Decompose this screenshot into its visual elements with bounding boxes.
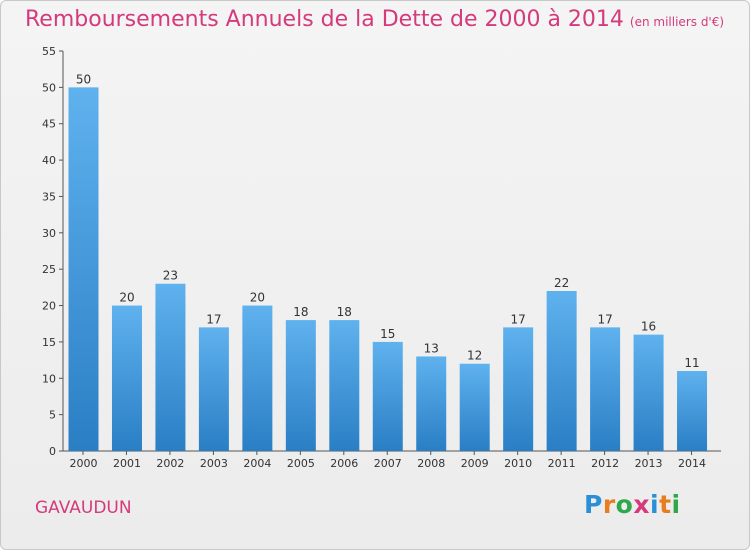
bar [546, 291, 577, 451]
commune-name: GAVAUDUN [35, 498, 132, 518]
x-tick-label: 2012 [591, 457, 619, 470]
x-tick-label: 2013 [635, 457, 663, 470]
bar-value-label: 23 [163, 269, 178, 283]
logo-letter: i [671, 490, 681, 519]
bar-value-label: 12 [467, 349, 482, 363]
bar [329, 320, 360, 451]
bar-value-label: 13 [424, 341, 439, 355]
bar-value-label: 17 [511, 312, 526, 326]
bar-value-label: 15 [380, 327, 395, 341]
logo-letter: r [602, 490, 616, 519]
logo-letter: i [650, 490, 660, 519]
chart-unit: (en milliers d'€) [629, 15, 725, 29]
y-tick-label: 0 [49, 445, 56, 458]
bar [242, 305, 273, 451]
bar-value-label: 22 [554, 276, 569, 290]
y-tick-label: 30 [42, 227, 56, 240]
x-tick-label: 2006 [330, 457, 358, 470]
bar [677, 371, 708, 451]
bar [198, 327, 229, 451]
bar-value-label: 16 [641, 320, 656, 334]
logo-letter: t [659, 490, 672, 519]
bar [416, 356, 447, 451]
chart-title-text: Remboursements Annuels de la Dette de 20… [25, 7, 624, 32]
proxiti-logo: Proxiti [584, 490, 681, 519]
logo-letter: o [615, 490, 634, 519]
logo-letter: x [633, 490, 650, 519]
bar [68, 87, 99, 451]
x-tick-label: 2001 [113, 457, 141, 470]
bar-value-label: 17 [597, 312, 612, 326]
logo-letter: P [584, 490, 603, 519]
x-tick-label: 2009 [461, 457, 489, 470]
x-tick-label: 2000 [70, 457, 98, 470]
y-tick-label: 50 [42, 81, 56, 94]
x-tick-label: 2011 [548, 457, 576, 470]
bar-value-label: 17 [206, 312, 221, 326]
y-tick-label: 55 [42, 45, 56, 58]
bar [503, 327, 534, 451]
bar-value-label: 18 [293, 305, 308, 319]
bar [590, 327, 621, 451]
x-tick-label: 2007 [374, 457, 402, 470]
bar-value-label: 50 [76, 72, 91, 86]
bar [459, 363, 490, 451]
x-tick-label: 2014 [678, 457, 706, 470]
y-tick-label: 45 [42, 118, 56, 131]
x-tick-label: 2003 [200, 457, 228, 470]
chart-title: Remboursements Annuels de la Dette de 20… [25, 7, 724, 32]
y-tick-label: 35 [42, 190, 56, 203]
y-tick-label: 15 [42, 336, 56, 349]
bar [633, 334, 664, 451]
bar-layer: 50 20 23 17 20 18 18 15 13 12 17 22 17 16 11 [68, 72, 708, 451]
y-tick-label: 5 [49, 409, 56, 422]
bar [285, 320, 316, 451]
x-tick-label: 2005 [287, 457, 315, 470]
bar-value-label: 20 [250, 291, 265, 305]
bar [155, 283, 186, 451]
y-tick-label: 10 [42, 372, 56, 385]
x-tick-label: 2002 [156, 457, 184, 470]
bar-value-label: 18 [337, 305, 352, 319]
y-tick-label: 40 [42, 154, 56, 167]
axis-layer: 0 5 10 15 20 25 30 35 40 45 50 55 2000 2001 2002 2003 20… [42, 45, 721, 470]
x-tick-label: 2004 [243, 457, 271, 470]
x-tick-label: 2008 [417, 457, 445, 470]
bar [111, 305, 142, 451]
bar-value-label: 20 [119, 291, 134, 305]
bar-value-label: 11 [684, 356, 699, 370]
y-tick-label: 25 [42, 263, 56, 276]
bar [372, 341, 403, 451]
x-tick-label: 2010 [504, 457, 532, 470]
y-tick-label: 20 [42, 300, 56, 313]
